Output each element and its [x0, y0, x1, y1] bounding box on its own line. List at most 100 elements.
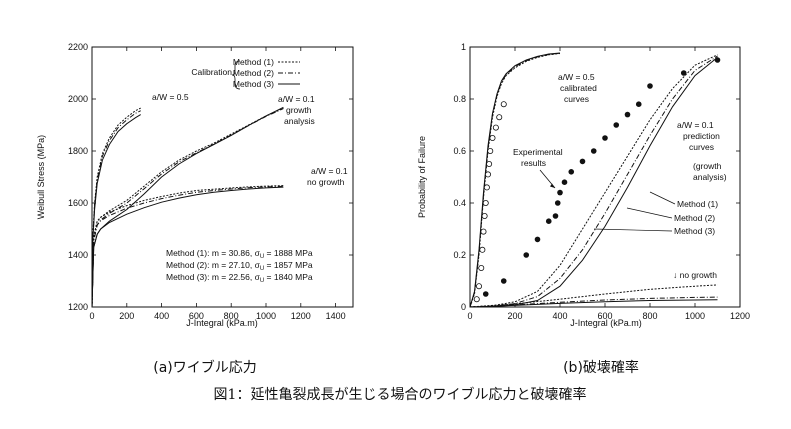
param-3-sub: U	[260, 278, 264, 284]
chart-a-series	[91, 106, 284, 308]
experimental-point-aw01	[602, 135, 608, 141]
chart-a-xtick-label: 600	[189, 311, 204, 321]
annot-b-exp-arrowhead	[550, 183, 555, 188]
annot-b-aw01-3: curves	[689, 142, 714, 152]
chart-b-xtick-label: 0	[467, 311, 472, 321]
experimental-point-aw01	[554, 200, 561, 206]
experimental-point-aw01	[635, 101, 642, 107]
chart-a-ytick-label: 1400	[68, 250, 88, 260]
annot-b-aw05-1: a/W = 0.5	[558, 72, 595, 82]
experimental-point-aw01	[647, 83, 653, 89]
annot-b-exp-1: Experimental	[513, 147, 563, 157]
annot-b-aw01-1: a/W = 0.1	[677, 120, 714, 130]
legend-title: Calibration	[191, 67, 232, 77]
param-2-sub: U	[260, 266, 264, 272]
annot-b-method-3-leader	[593, 228, 673, 232]
chart-a-ticks: 0 200 400 600 800 1000 1200 1400 1200 1400 1600 180…	[68, 42, 353, 321]
annot-params-2: Method (2): m = 27.10, σU = 1857 MPa	[166, 260, 313, 272]
param-1-post: = 1888 MPa	[264, 248, 313, 258]
chart-a-ylabel: Weibull Stress (MPa)	[36, 135, 46, 219]
experimental-point-aw01	[613, 122, 620, 128]
chart-b-series-line-4	[469, 55, 718, 308]
experimental-point-aw01	[523, 252, 530, 258]
chart-a-xtick-label: 1400	[326, 311, 346, 321]
annot-b-method-1: Method (1)	[677, 199, 718, 209]
chart-b-xtick-label: 1000	[685, 311, 705, 321]
experimental-point-aw01	[714, 57, 721, 63]
experimental-point-aw01	[624, 111, 631, 118]
chart-b-xtick-label: 800	[642, 311, 657, 321]
chart-a-series-line-6	[91, 185, 284, 308]
experimental-point-aw05	[492, 124, 499, 131]
experimental-point-aw01	[590, 148, 597, 154]
subcaption-a: (a)ワイブル応力	[153, 359, 257, 376]
experimental-point-aw05	[487, 147, 494, 154]
experimental-point-aw05	[480, 228, 487, 235]
chart-b-ytick-label: 0.4	[453, 198, 466, 208]
experimental-point-aw01	[561, 179, 568, 185]
annot-b-exp-2: results	[521, 158, 546, 168]
annot-aw01-growth-1: a/W = 0.1	[278, 94, 315, 104]
chart-a-series-line-8	[91, 186, 284, 308]
chart-b-ytick-label: 1	[461, 42, 466, 52]
experimental-point-aw01	[680, 70, 687, 76]
chart-b-series	[469, 52, 721, 308]
chart-a-ytick-label: 1800	[68, 146, 88, 156]
chart-a-series-line-1	[91, 110, 141, 308]
chart-b-series-line-3	[469, 54, 718, 308]
chart-a-series-line-2	[91, 114, 141, 308]
experimental-point-aw01	[557, 189, 563, 196]
experimental-point-aw05	[473, 296, 480, 303]
annot-params-3: Method (3): m = 22.56, σU = 1840 MPa	[166, 272, 313, 284]
param-1-pre: Method (1): m = 30.86, σ	[166, 248, 261, 258]
chart-b-series-line-6	[469, 284, 718, 308]
experimental-point-aw01	[568, 169, 575, 175]
chart-b-xtick-label: 400	[552, 311, 567, 321]
legend-entry-3: Method (3)	[233, 79, 274, 89]
experimental-point-aw01	[534, 236, 541, 243]
legend-entry-1: Method (1)	[233, 57, 274, 67]
annot-b-growth-1: (growth	[693, 161, 722, 171]
chart-a-series-line-7	[91, 185, 284, 308]
experimental-point-aw05	[489, 134, 496, 141]
experimental-point-aw05	[500, 101, 507, 108]
experimental-point-aw05	[478, 264, 485, 271]
annot-aw01-growth-2: growth	[286, 105, 312, 115]
subcaption-b: (b)破壊確率	[563, 359, 639, 376]
chart-a-ytick-label: 2000	[68, 94, 88, 104]
annot-b-method-1-leader	[649, 191, 676, 205]
param-2-pre: Method (2): m = 27.10, σ	[166, 260, 261, 270]
experimental-point-aw05	[496, 114, 503, 121]
chart-b-ylabel: Probability of Failure	[417, 136, 427, 218]
chart-b-xlabel: J-Integral (kPa.m)	[570, 318, 642, 328]
annot-aw01-growth-3: analysis	[284, 116, 315, 126]
experimental-point-aw01	[545, 218, 552, 224]
annot-b-nogrowth: ↓ no growth	[673, 270, 717, 280]
chart-a-ytick-label: 1600	[68, 198, 88, 208]
experimental-point-aw05	[481, 212, 488, 219]
annot-b-aw05-3: curves	[564, 94, 589, 104]
chart-a-series-line-0	[91, 107, 141, 308]
param-1-sub: U	[260, 254, 264, 260]
param-3-pre: Method (3): m = 22.56, σ	[166, 272, 261, 282]
annot-b-method-2: Method (2)	[674, 213, 715, 223]
chart-a-frame	[91, 46, 354, 308]
chart-b-xtick-label: 600	[597, 311, 612, 321]
figure-caption: 図1：延性亀裂成長が生じる場合のワイブル応力と破壊確率	[214, 386, 587, 403]
experimental-point-aw05	[482, 199, 489, 206]
chart-b-ytick-label: 0.2	[453, 250, 466, 260]
chart-a-xtick-label: 1000	[256, 311, 276, 321]
chart-a-xtick-label: 800	[224, 311, 239, 321]
chart-b-xtick-label: 200	[507, 311, 522, 321]
annot-aw05: a/W = 0.5	[152, 92, 189, 102]
experimental-point-aw01	[500, 278, 507, 284]
chart-b-series-line-8	[469, 299, 718, 308]
annot-b-aw05-2: calibrated	[560, 83, 597, 93]
chart-b-ytick-label: 0.8	[453, 94, 466, 104]
annot-b-method-3: Method (3)	[674, 226, 715, 236]
experimental-point-aw01	[552, 213, 559, 219]
annot-b-method-2-leader	[626, 207, 673, 219]
experimental-point-aw05	[479, 246, 486, 253]
annot-params-1: Method (1): m = 30.86, σU = 1888 MPa	[166, 248, 313, 260]
